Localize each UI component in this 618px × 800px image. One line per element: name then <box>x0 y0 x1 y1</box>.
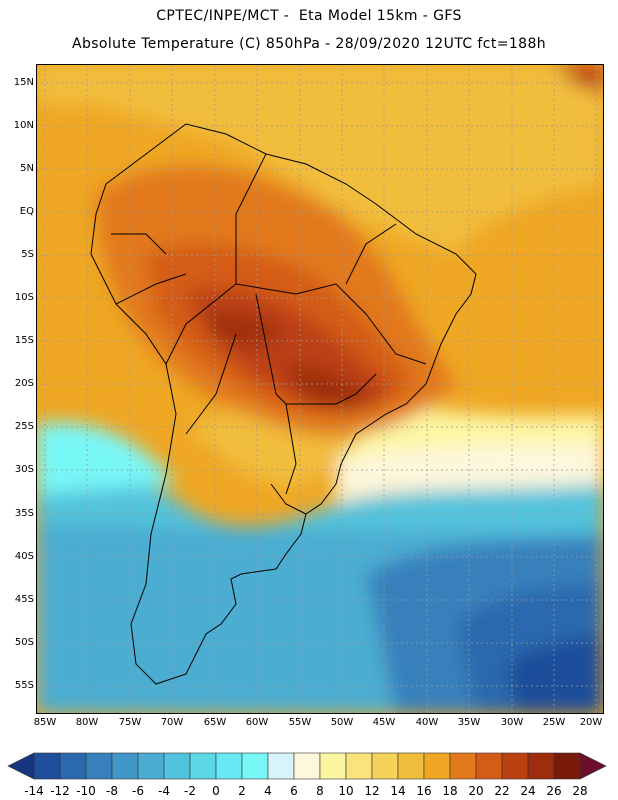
colorbar-label: 0 <box>212 784 220 798</box>
colorbar-label: 16 <box>416 784 432 798</box>
title-line-2: Absolute Temperature (C) 850hPa - 28/09/… <box>71 36 547 52</box>
lat-label: 25S <box>14 421 34 432</box>
colorbar-swatch <box>59 752 87 780</box>
colorbar-label: 2 <box>238 784 246 798</box>
lon-label: 55W <box>288 717 312 728</box>
lat-label: 35S <box>14 508 34 519</box>
map-graticule <box>36 64 604 714</box>
lon-label: 35W <box>457 717 481 728</box>
title-line-1: CPTEC/INPE/MCT - Eta Model 15km - GFS <box>156 8 462 24</box>
colorbar-label: 14 <box>390 784 406 798</box>
colorbar-swatch <box>215 752 243 780</box>
lon-label: 80W <box>75 717 99 728</box>
colorbar-label: -6 <box>132 784 144 798</box>
colorbar-label: -10 <box>76 784 96 798</box>
lat-label: 5S <box>21 249 34 260</box>
colorbar-min-triangle <box>7 752 35 780</box>
colorbar-swatch <box>553 752 581 780</box>
colorbar-swatch <box>319 752 347 780</box>
colorbar <box>0 745 618 800</box>
colorbar-swatch <box>423 752 451 780</box>
lat-label: 40S <box>14 551 34 562</box>
colorbar-label: 8 <box>316 784 324 798</box>
colorbar-label: 28 <box>572 784 588 798</box>
colorbar-label: -14 <box>24 784 44 798</box>
lon-label: 75W <box>118 717 142 728</box>
colorbar-swatch <box>397 752 425 780</box>
colorbar-label: 12 <box>364 784 380 798</box>
colorbar-swatch <box>241 752 269 780</box>
temperature-map <box>36 64 604 714</box>
colorbar-swatch <box>527 752 555 780</box>
lat-label: 30S <box>14 464 34 475</box>
colorbar-swatch <box>371 752 399 780</box>
colorbar-label: 6 <box>290 784 298 798</box>
lat-label: 15N <box>13 77 34 88</box>
lon-label: 50W <box>330 717 354 728</box>
colorbar-label: 10 <box>338 784 354 798</box>
colorbar-label: -12 <box>50 784 70 798</box>
lat-label: 15S <box>14 335 34 346</box>
lon-label: 20W <box>579 717 603 728</box>
colorbar-label: 24 <box>520 784 536 798</box>
lon-label: 45W <box>372 717 396 728</box>
colorbar-max-triangle <box>579 752 607 780</box>
colorbar-swatch <box>163 752 191 780</box>
lat-label: 20S <box>14 378 34 389</box>
temperature-field <box>36 64 604 714</box>
colorbar-swatch <box>345 752 373 780</box>
lat-label: EQ <box>19 206 34 217</box>
colorbar-label: 4 <box>264 784 272 798</box>
colorbar-label: -4 <box>158 784 170 798</box>
lon-label: 85W <box>33 717 57 728</box>
lat-label: 50S <box>14 637 34 648</box>
lat-label: 10S <box>14 292 34 303</box>
map-border <box>36 64 604 714</box>
colorbar-swatch <box>137 752 165 780</box>
lat-label: 10N <box>13 120 34 131</box>
colorbar-swatch <box>33 752 61 780</box>
colorbar-swatch <box>449 752 477 780</box>
colorbar-label: 26 <box>546 784 562 798</box>
colorbar-swatch <box>501 752 529 780</box>
lon-label: 60W <box>245 717 269 728</box>
colorbar-swatch <box>111 752 139 780</box>
lon-label: 40W <box>415 717 439 728</box>
colorbar-swatch <box>267 752 295 780</box>
colorbar-label: 20 <box>468 784 484 798</box>
lat-label: 5N <box>20 163 34 174</box>
colorbar-label: -8 <box>106 784 118 798</box>
map-panel <box>36 64 604 714</box>
lon-label: 65W <box>203 717 227 728</box>
lat-label: 55S <box>14 680 34 691</box>
colorbar-swatch <box>85 752 113 780</box>
colorbar-swatch <box>475 752 503 780</box>
colorbar-label: 18 <box>442 784 458 798</box>
colorbar-swatches <box>7 752 607 780</box>
coastlines-and-borders <box>90 123 477 685</box>
colorbar-swatch <box>189 752 217 780</box>
colorbar-swatch <box>293 752 321 780</box>
lon-label: 25W <box>542 717 566 728</box>
colorbar-label: -2 <box>184 784 196 798</box>
lat-label: 45S <box>14 594 34 605</box>
lon-label: 30W <box>500 717 524 728</box>
lon-label: 70W <box>160 717 184 728</box>
colorbar-label: 22 <box>494 784 510 798</box>
